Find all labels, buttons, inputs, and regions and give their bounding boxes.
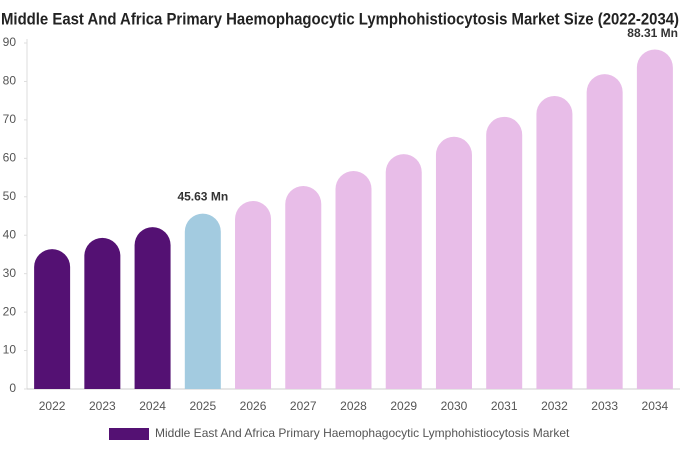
chart-title: Middle East And Africa Primary Haemophag… [1, 9, 679, 28]
x-tick-label: 2023 [89, 399, 116, 413]
x-tick-label: 2024 [139, 399, 166, 413]
y-tick-label: 40 [3, 227, 17, 241]
y-tick-label: 20 [3, 304, 17, 318]
y-tick-label: 80 [3, 74, 17, 88]
bar [335, 171, 372, 389]
x-tick-label: 2027 [290, 399, 317, 413]
x-tick-label: 2032 [541, 399, 568, 413]
bar [84, 237, 121, 389]
bar [536, 96, 573, 389]
legend-label: Middle East And Africa Primary Haemophag… [155, 426, 570, 440]
y-tick-label: 0 [9, 381, 16, 395]
y-tick-label: 70 [3, 112, 17, 126]
bar [636, 49, 673, 390]
bar [385, 154, 422, 389]
bar [184, 213, 221, 389]
y-tick-label: 10 [3, 343, 17, 357]
bar [586, 74, 623, 389]
x-tick-label: 2026 [240, 399, 267, 413]
bar [34, 249, 71, 389]
x-tick-label: 2030 [441, 399, 468, 413]
x-tick-label: 2031 [491, 399, 518, 413]
value-label: 88.31 Mn [627, 26, 678, 40]
legend-swatch [109, 428, 149, 440]
bar [285, 186, 322, 389]
x-tick-label: 2028 [340, 399, 367, 413]
x-tick-label: 2029 [390, 399, 417, 413]
x-tick-label: 2025 [189, 399, 216, 413]
x-tick-label: 2033 [591, 399, 618, 413]
bar [134, 227, 171, 389]
bar [486, 116, 523, 389]
x-tick-label: 2022 [39, 399, 66, 413]
x-tick-label: 2034 [642, 399, 669, 413]
y-tick-label: 30 [3, 266, 17, 280]
y-tick-label: 90 [3, 35, 17, 49]
y-tick-label: 60 [3, 151, 17, 165]
value-label: 45.63 Mn [177, 190, 228, 204]
bar [235, 201, 272, 389]
bar [435, 136, 472, 389]
y-tick-label: 50 [3, 189, 17, 203]
